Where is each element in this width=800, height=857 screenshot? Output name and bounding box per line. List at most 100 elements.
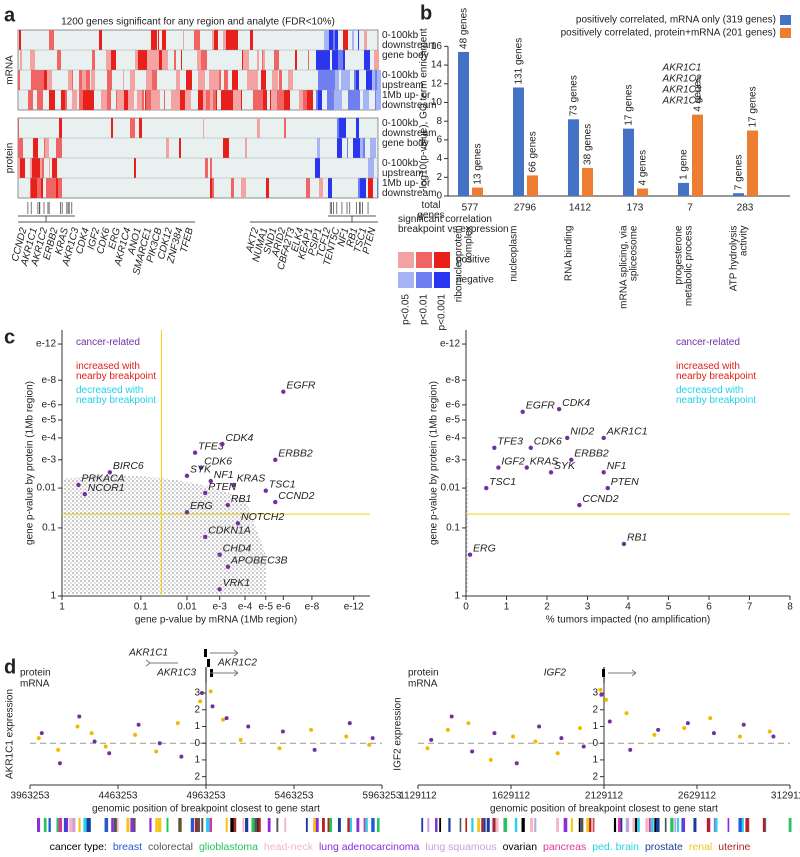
heatmap-cell [257, 118, 260, 138]
legend-entry: decreased with nearby breakpoint [76, 385, 157, 406]
cancer-type-tick [313, 818, 316, 832]
point [537, 724, 542, 729]
heatmap-cell [254, 70, 258, 90]
cancer-type-tick [245, 818, 249, 832]
legend-entry: negative [456, 275, 494, 286]
heatmap-cell [356, 70, 359, 90]
cancer-type-tick [580, 818, 584, 832]
x-tick-label: 2629112 [678, 791, 717, 802]
cancer-type-tick [588, 818, 592, 832]
heatmap-cell [324, 30, 329, 50]
gene-point [217, 587, 222, 592]
heatmap-cell [202, 70, 205, 90]
point [604, 697, 609, 702]
heatmap-cell [30, 158, 32, 178]
x-tick-label: 4463253 [99, 791, 138, 802]
heatmap-cell [56, 138, 60, 158]
heatmap-cell [111, 118, 113, 138]
gene-point [217, 552, 222, 557]
heatmap-cell [57, 178, 58, 198]
category-label: ribonucleoprotein complex [453, 225, 475, 303]
gene-point [263, 488, 268, 493]
point [514, 761, 519, 766]
heatmap-cell [221, 90, 227, 110]
panel-label: c [4, 326, 15, 348]
heatmap-cell [18, 70, 20, 90]
heatmap-cell [32, 50, 35, 70]
legend-level: p<0.01 [419, 294, 430, 325]
point [280, 729, 285, 734]
gene-point-label: TFE3 [198, 440, 224, 452]
point [445, 727, 450, 732]
legend-entry: positively correlated, protein+mRNA (201… [561, 28, 776, 39]
x-axis-label: % tumors impacted (no amplification) [546, 615, 711, 626]
gene-point [273, 499, 278, 505]
y-axis-label: AKR1C1 expression [5, 689, 16, 779]
heatmap-cell [277, 90, 279, 110]
total-genes: 577 [462, 203, 479, 214]
cancer-type-tick [465, 818, 468, 832]
cancer-type-tick [251, 818, 255, 832]
y-tick-label: e-8 [446, 375, 461, 386]
heatmap-cell [329, 30, 333, 50]
x-tick-label: e-6 [276, 602, 291, 613]
heatmap-cell [274, 50, 279, 70]
cancer-type-tick [492, 818, 496, 832]
heatmap-cell [30, 50, 32, 70]
point [711, 731, 716, 736]
cancer-type-tick [648, 818, 651, 832]
heatmap-cell [259, 90, 263, 110]
heatmap-cell [226, 30, 232, 50]
heatmap-cell [138, 50, 142, 70]
bar [458, 51, 469, 196]
heatmap-cell [83, 70, 86, 90]
y-axis-label: gene p-value by protein (1Mb region) [25, 381, 36, 545]
x-tick-label: 1129112 [399, 791, 437, 802]
gene-point [520, 409, 525, 414]
legend-swatch [416, 272, 432, 288]
cancer-type-tick [225, 818, 228, 832]
cancer-type-tick [190, 818, 194, 832]
gene-label: AKR1C2 [217, 658, 257, 669]
heatmap-cell [82, 70, 83, 90]
legend-entry: mRNA [20, 679, 50, 690]
x-tick-label: 0.01 [177, 602, 197, 613]
legend-entry: lung squamous [425, 841, 497, 853]
heatmap-cell [92, 50, 95, 70]
heatmap-row-label: gene body [382, 50, 429, 61]
heatmap-cell [123, 70, 124, 90]
cancer-type-tick [483, 818, 486, 832]
heatmap-cell [206, 90, 210, 110]
cancer-type-tick [155, 818, 158, 832]
point [581, 744, 586, 749]
heatmap-cell [18, 118, 19, 138]
heatmap-cell [334, 90, 340, 110]
cancer-type-tick [328, 818, 333, 832]
cancer-type-tick [637, 818, 640, 832]
y-tick-label: e-12 [36, 339, 56, 350]
gene-point-label: EGFR [526, 400, 556, 412]
heatmap-cell [372, 138, 376, 158]
point [77, 714, 82, 719]
x-tick-label: 5 [666, 602, 672, 613]
total-genes: 1412 [569, 203, 592, 214]
total-genes: 283 [737, 203, 754, 214]
gene-point-label: SYK [190, 464, 212, 476]
point [656, 727, 661, 732]
heatmap-cell [18, 158, 20, 178]
gene-point [76, 482, 81, 488]
cancer-type-tick [613, 818, 617, 832]
gene-note: AKR1C1 [662, 63, 702, 74]
heatmap-cell [68, 70, 72, 90]
heatmap-cell [101, 90, 104, 110]
point [652, 732, 657, 737]
panel-label: b [420, 2, 432, 24]
heatmap-block-label: protein [5, 143, 16, 174]
heatmap-cell [116, 90, 117, 110]
cancer-type-tick [305, 818, 308, 832]
gene-point-label: VRK1 [223, 577, 250, 589]
heatmap-row-label: 0-100kb downstream [382, 118, 437, 139]
cancer-type-tick [209, 818, 213, 832]
heatmap-cell [99, 30, 102, 50]
